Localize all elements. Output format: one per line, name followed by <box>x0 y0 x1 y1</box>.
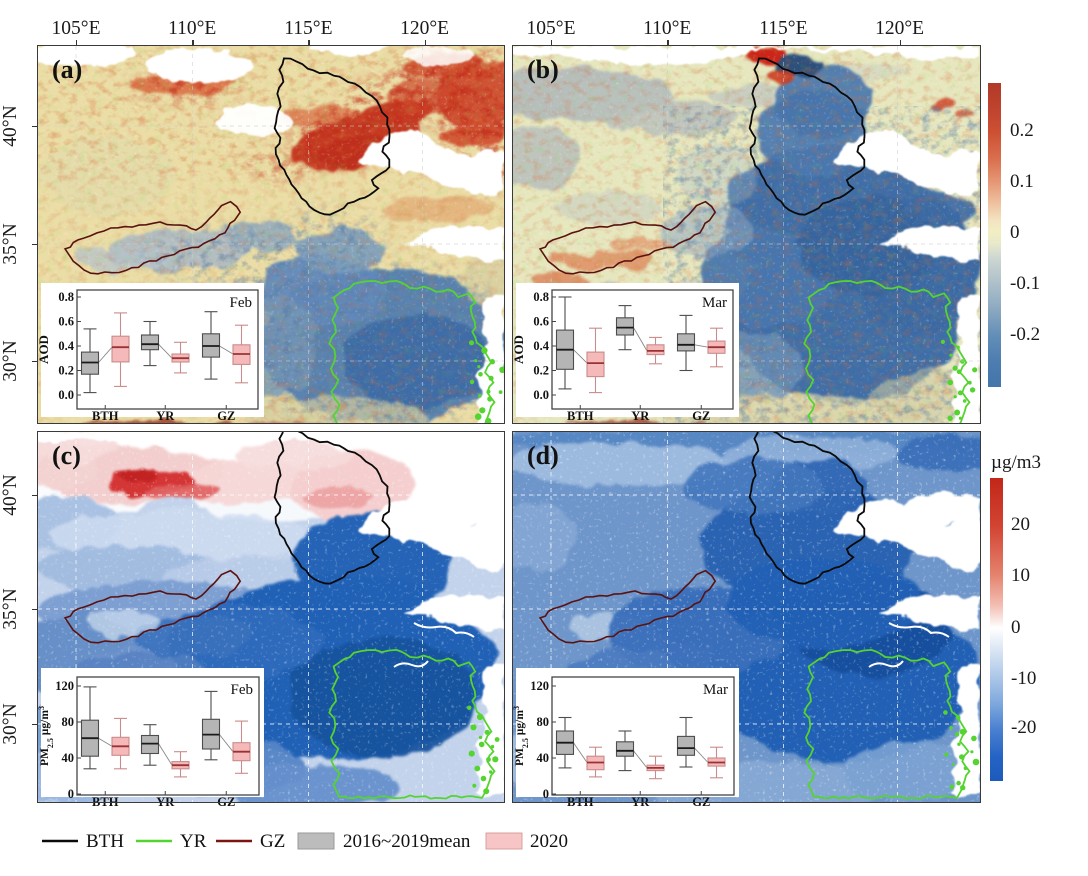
svg-text:Mar: Mar <box>703 682 728 698</box>
svg-text:0.8: 0.8 <box>533 290 549 304</box>
svg-text:Feb: Feb <box>231 682 254 698</box>
svg-text:BTH: BTH <box>92 409 119 423</box>
svg-text:PM2.5 µg/m3: PM2.5 µg/m3 <box>37 706 55 766</box>
svg-text:(a): (a) <box>52 55 82 84</box>
svg-text:0.2: 0.2 <box>58 364 74 378</box>
svg-text:0.4: 0.4 <box>533 339 549 353</box>
svg-text:PM2.5 µg/m3: PM2.5 µg/m3 <box>512 706 530 766</box>
svg-text:0.2: 0.2 <box>533 364 549 378</box>
svg-text:(b): (b) <box>527 55 559 84</box>
svg-text:AOD: AOD <box>511 335 526 364</box>
svg-text:BTH: BTH <box>567 409 594 423</box>
svg-text:120: 120 <box>55 679 74 693</box>
svg-text:GZ: GZ <box>692 409 710 423</box>
svg-text:40: 40 <box>62 751 75 765</box>
svg-text:0.6: 0.6 <box>533 315 549 329</box>
svg-text:YR: YR <box>180 831 207 852</box>
svg-text:0.8: 0.8 <box>58 290 74 304</box>
svg-text:(c): (c) <box>52 441 81 470</box>
svg-text:Mar: Mar <box>702 295 727 311</box>
svg-text:GZ: GZ <box>217 409 235 423</box>
svg-text:120: 120 <box>530 679 549 693</box>
svg-text:0: 0 <box>68 787 74 801</box>
svg-text:BTH: BTH <box>86 831 124 852</box>
svg-text:2020: 2020 <box>530 831 568 852</box>
svg-text:2016~2019mean: 2016~2019mean <box>343 831 471 852</box>
svg-text:80: 80 <box>62 715 75 729</box>
svg-text:40: 40 <box>537 751 550 765</box>
svg-text:0.0: 0.0 <box>58 388 74 402</box>
svg-text:Feb: Feb <box>230 295 253 311</box>
svg-text:0.0: 0.0 <box>533 388 549 402</box>
svg-text:YR: YR <box>631 409 650 423</box>
svg-text:80: 80 <box>537 715 550 729</box>
svg-text:(d): (d) <box>527 441 559 470</box>
svg-text:YR: YR <box>156 409 175 423</box>
svg-text:0.6: 0.6 <box>58 315 74 329</box>
svg-text:AOD: AOD <box>36 335 51 364</box>
svg-text:0.4: 0.4 <box>58 339 74 353</box>
svg-text:0: 0 <box>543 787 549 801</box>
svg-text:GZ: GZ <box>260 831 285 852</box>
